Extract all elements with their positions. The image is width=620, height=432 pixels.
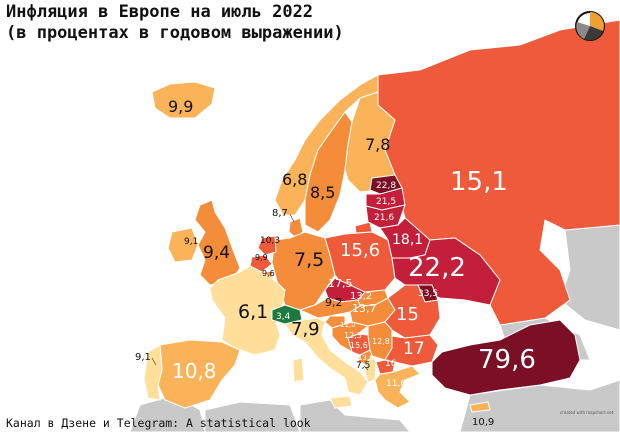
country-greece [374, 365, 421, 409]
label-sweden: 8,5 [310, 183, 335, 202]
label-netherlands: 10,3 [260, 236, 280, 246]
credit-text: created with mapchart.net [560, 410, 614, 415]
country-sardinia [292, 357, 305, 383]
value-labels: 9,9 6,8 8,5 7,8 15,1 22,8 21,5 21,6 8,7 … [135, 97, 536, 428]
country-kazakhstan [559, 224, 620, 331]
label-slovakia: 13,2 [350, 291, 372, 302]
label-poland: 15,6 [340, 240, 380, 261]
label-bosnia: 15,6 [350, 341, 368, 350]
label-moldova: 33,5 [418, 289, 438, 299]
country-netherlands [257, 235, 277, 256]
label-estonia: 22,8 [376, 181, 396, 191]
label-hungary: 13,7 [352, 302, 377, 315]
leader-albania [363, 365, 369, 371]
label-latvia: 21,5 [376, 197, 396, 207]
country-austria [298, 297, 361, 319]
country-cyprus [469, 401, 491, 413]
label-denmark: 8,7 [272, 208, 288, 219]
label-austria: 9,2 [325, 296, 343, 309]
label-turkey: 79,6 [478, 345, 536, 375]
label-russia: 15,1 [450, 167, 508, 197]
label-romania: 15 [396, 304, 419, 325]
country-ireland [167, 227, 199, 263]
leader-denmark [289, 213, 295, 223]
title-line-1: Инфляция в Европе на июль 2022 [6, 2, 314, 22]
country-turkey [431, 319, 581, 396]
label-albania: 7,5 [356, 361, 370, 371]
leader-lines [151, 213, 369, 371]
label-croatia: 12,3 [344, 331, 362, 340]
country-algeria [204, 401, 301, 432]
label-slovenia: 11,0 [340, 321, 356, 329]
label-greece: 11,6 [386, 379, 406, 389]
label-switzerland: 3,4 [276, 312, 291, 322]
label-germany: 7,5 [294, 249, 324, 271]
label-portugal: 9,1 [135, 352, 151, 363]
country-poland [324, 231, 396, 293]
label-luxembourg: 9,6 [262, 269, 275, 278]
label-france: 6,1 [238, 301, 268, 323]
channel-logo-icon [575, 11, 605, 41]
country-belgium [249, 254, 273, 273]
leader-portugal [151, 357, 157, 366]
label-iceland: 9,9 [168, 97, 193, 116]
label-lithuania: 21,6 [374, 213, 394, 223]
country-bulgaria [384, 334, 439, 367]
country-romania [384, 284, 441, 339]
label-czechia: 17,5 [328, 277, 353, 290]
map-title: Инфляция в Европе на июль 2022 (в процен… [6, 2, 344, 44]
country-iceland [151, 81, 216, 119]
label-norway: 6,8 [282, 170, 307, 189]
country-slovenia [324, 315, 346, 329]
label-finland: 7,8 [365, 135, 390, 154]
country-portugal [143, 344, 163, 401]
label-montenegro: 13,0 [358, 354, 374, 362]
footer-caption: Канал в Дзене и Telegram: A statistical … [6, 416, 311, 430]
label-serbia: 12,8 [372, 337, 390, 346]
label-spain: 10,8 [172, 359, 217, 383]
label-ireland: 9,1 [184, 237, 198, 247]
label-italy: 7,9 [291, 319, 320, 340]
label-cyprus: 10,9 [472, 417, 494, 428]
country-sicily [329, 395, 353, 409]
label-north-macedonia: 16 [385, 359, 397, 369]
country-tunisia-libya [299, 399, 411, 432]
label-belarus: 18,1 [392, 232, 423, 248]
label-ukraine: 22,2 [408, 253, 466, 283]
country-france [209, 265, 286, 356]
label-belgium: 9,9 [255, 253, 268, 262]
country-north-macedonia [375, 359, 396, 375]
label-uk: 9,4 [203, 243, 230, 263]
label-bulgaria: 17 [403, 339, 425, 359]
title-line-2: (в процентах в годовом выражении) [6, 23, 344, 43]
